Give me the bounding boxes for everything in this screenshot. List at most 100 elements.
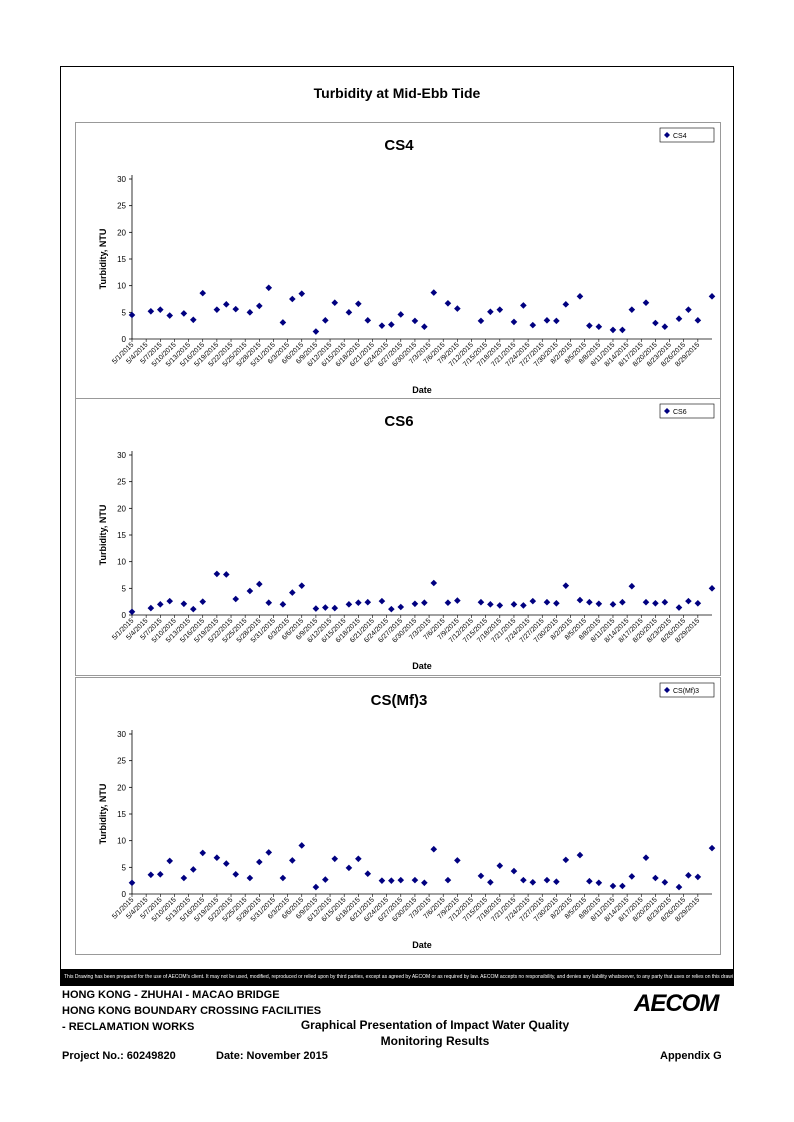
y-tick-label: 15 <box>117 810 126 819</box>
data-point <box>355 599 362 607</box>
x-axis-title: Date <box>412 385 432 395</box>
data-point <box>496 602 504 609</box>
data-point <box>213 570 221 578</box>
data-point <box>388 877 395 884</box>
data-point <box>529 878 537 886</box>
data-point <box>619 326 626 334</box>
data-point <box>213 854 221 862</box>
data-point <box>378 322 386 329</box>
data-point <box>190 866 197 873</box>
data-point <box>331 604 339 612</box>
data-point <box>289 295 296 303</box>
data-point <box>364 870 372 878</box>
data-point <box>331 299 339 307</box>
legend-box <box>659 127 715 143</box>
y-tick-label: 10 <box>117 837 126 846</box>
data-point <box>156 870 164 878</box>
data-point <box>147 871 155 879</box>
data-point <box>444 299 452 307</box>
data-point <box>652 599 659 607</box>
y-tick-label: 0 <box>122 890 127 899</box>
data-point <box>675 883 683 891</box>
chart-title: CS6 <box>384 413 413 430</box>
data-point <box>529 597 537 605</box>
footer-line3: - RECLAMATION WORKS <box>62 1021 195 1033</box>
data-point <box>496 862 504 870</box>
data-point <box>628 306 636 313</box>
data-point <box>694 873 702 881</box>
data-point <box>421 879 428 887</box>
y-tick-label: 0 <box>122 611 127 620</box>
data-point <box>180 600 188 608</box>
data-point <box>279 874 287 882</box>
data-point <box>223 860 230 867</box>
data-point <box>147 307 155 315</box>
legend-marker <box>664 132 670 138</box>
data-point <box>586 877 593 885</box>
aecom-logo: AECOM <box>634 990 719 1017</box>
data-point <box>562 301 570 308</box>
data-point <box>694 599 702 607</box>
project-number: Project No.: 60249820 <box>62 1050 176 1062</box>
y-tick-label: 30 <box>117 451 126 460</box>
data-point <box>256 302 263 310</box>
data-point <box>520 602 527 609</box>
data-point <box>553 878 560 886</box>
data-point <box>595 879 603 887</box>
legend-box <box>659 682 715 698</box>
x-axis-title: Date <box>412 661 432 671</box>
data-point <box>265 284 273 292</box>
data-point <box>223 301 230 308</box>
data-point <box>642 598 650 606</box>
data-point <box>265 599 273 607</box>
data-point <box>128 608 136 616</box>
data-point <box>166 312 174 319</box>
data-point <box>675 315 683 323</box>
data-point <box>543 598 551 606</box>
data-point <box>298 290 306 297</box>
data-point <box>586 322 593 329</box>
data-point <box>487 308 494 316</box>
data-point <box>661 598 669 606</box>
data-point <box>364 317 372 324</box>
data-point <box>496 306 504 313</box>
data-point <box>652 319 659 327</box>
y-tick-label: 10 <box>117 558 126 567</box>
disclaimer-bar: This Drawing has been prepared for the u… <box>61 969 733 986</box>
data-point <box>364 598 372 606</box>
data-point <box>642 299 650 307</box>
data-point <box>609 882 617 890</box>
data-point <box>190 605 197 613</box>
data-point <box>454 305 461 312</box>
data-point <box>397 603 405 611</box>
data-point <box>246 309 254 316</box>
y-tick-label: 30 <box>117 175 126 184</box>
footer-center-line2: Monitoring Results <box>380 1034 490 1048</box>
y-tick-label: 20 <box>117 783 126 792</box>
data-point <box>595 323 603 331</box>
chart-title: CS(Mf)3 <box>371 692 428 709</box>
data-point <box>642 854 650 862</box>
appendix-label: Appendix G <box>660 1050 722 1062</box>
data-point <box>322 876 329 883</box>
y-tick-label: 25 <box>117 757 126 766</box>
y-tick-label: 5 <box>122 584 127 593</box>
data-point <box>454 597 461 604</box>
data-point <box>279 601 287 608</box>
data-point <box>355 855 362 863</box>
y-tick-label: 25 <box>117 478 126 487</box>
y-tick-label: 0 <box>122 335 127 344</box>
data-point <box>477 872 485 880</box>
data-point <box>312 328 320 335</box>
data-point <box>619 882 626 890</box>
data-point <box>166 857 174 865</box>
data-point <box>510 601 518 608</box>
data-point <box>619 598 626 606</box>
data-point <box>576 293 584 300</box>
data-point <box>298 842 306 849</box>
data-point <box>232 870 240 878</box>
data-point <box>685 872 692 879</box>
y-tick-label: 30 <box>117 730 126 739</box>
data-point <box>543 876 551 884</box>
